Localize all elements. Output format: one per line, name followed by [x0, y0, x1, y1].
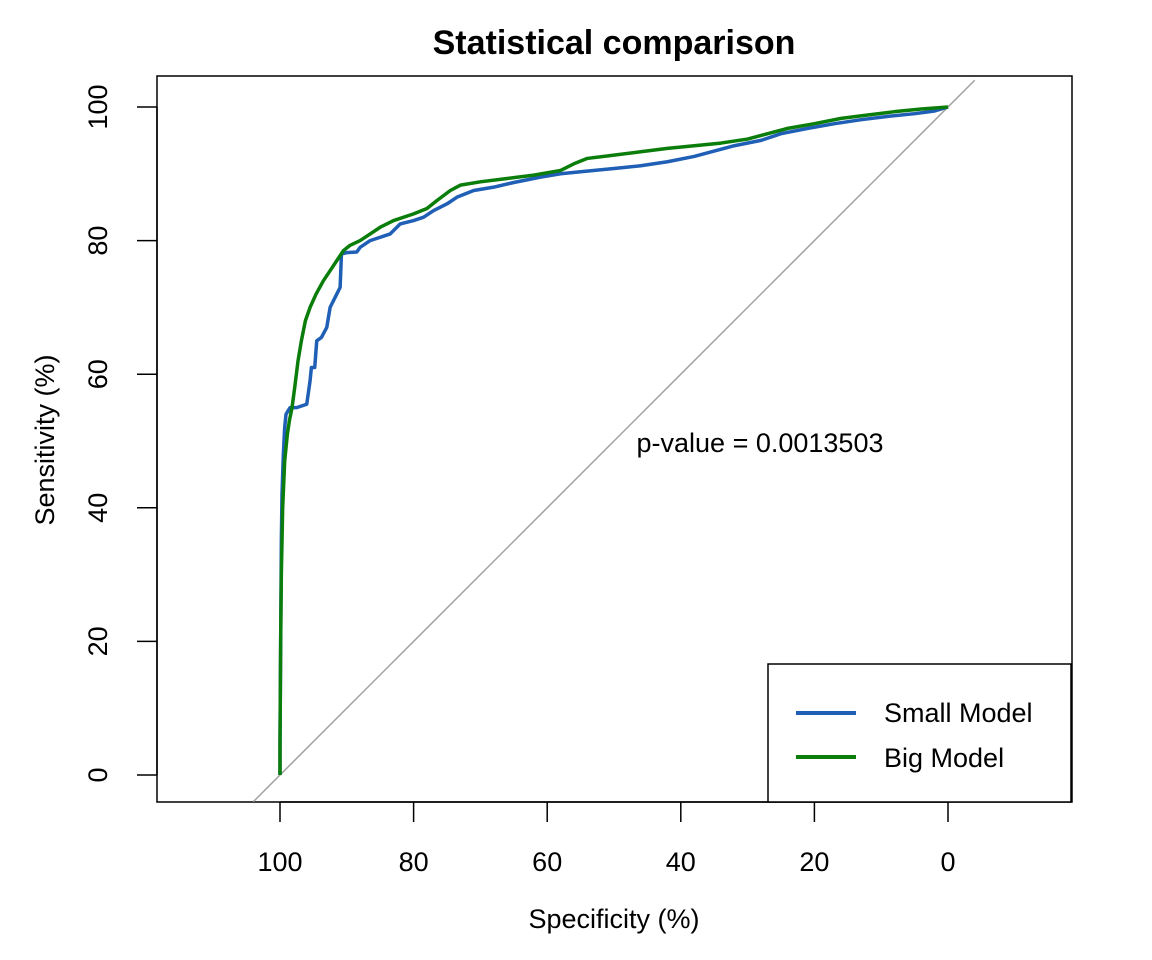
x-tick-label: 100: [257, 847, 302, 877]
x-tick-label: 0: [940, 847, 955, 877]
y-tick-label: 20: [83, 626, 113, 656]
x-tick-label: 20: [799, 847, 829, 877]
chart-title: Statistical comparison: [433, 24, 796, 62]
reference-diagonal: [252, 79, 976, 802]
series-line-big-model: [278, 105, 949, 775]
p-value-annotation: p-value = 0.0013503: [637, 428, 884, 458]
plot-area: [252, 79, 976, 802]
y-tick-label: 0: [83, 767, 113, 782]
y-tick-label: 80: [83, 226, 113, 256]
y-axis: 0 20 40 60 80 100: [83, 84, 158, 783]
legend: Small Model Big Model: [767, 663, 1072, 803]
y-axis-label: Sensitivity (%): [30, 354, 60, 525]
x-tick-label: 40: [666, 847, 696, 877]
legend-box: [767, 663, 1072, 803]
y-tick-label: 40: [83, 493, 113, 523]
x-axis-label: Specificity (%): [528, 904, 699, 934]
x-tick-label: 80: [399, 847, 429, 877]
y-tick-label: 60: [83, 359, 113, 389]
legend-label-big-model: Big Model: [884, 743, 1004, 773]
x-axis: 100 80 60 40 20 0: [257, 801, 956, 877]
x-tick-label: 60: [532, 847, 562, 877]
y-tick-label: 100: [83, 84, 113, 129]
legend-label-small-model: Small Model: [884, 698, 1033, 728]
series-line-small-model: [278, 105, 949, 775]
